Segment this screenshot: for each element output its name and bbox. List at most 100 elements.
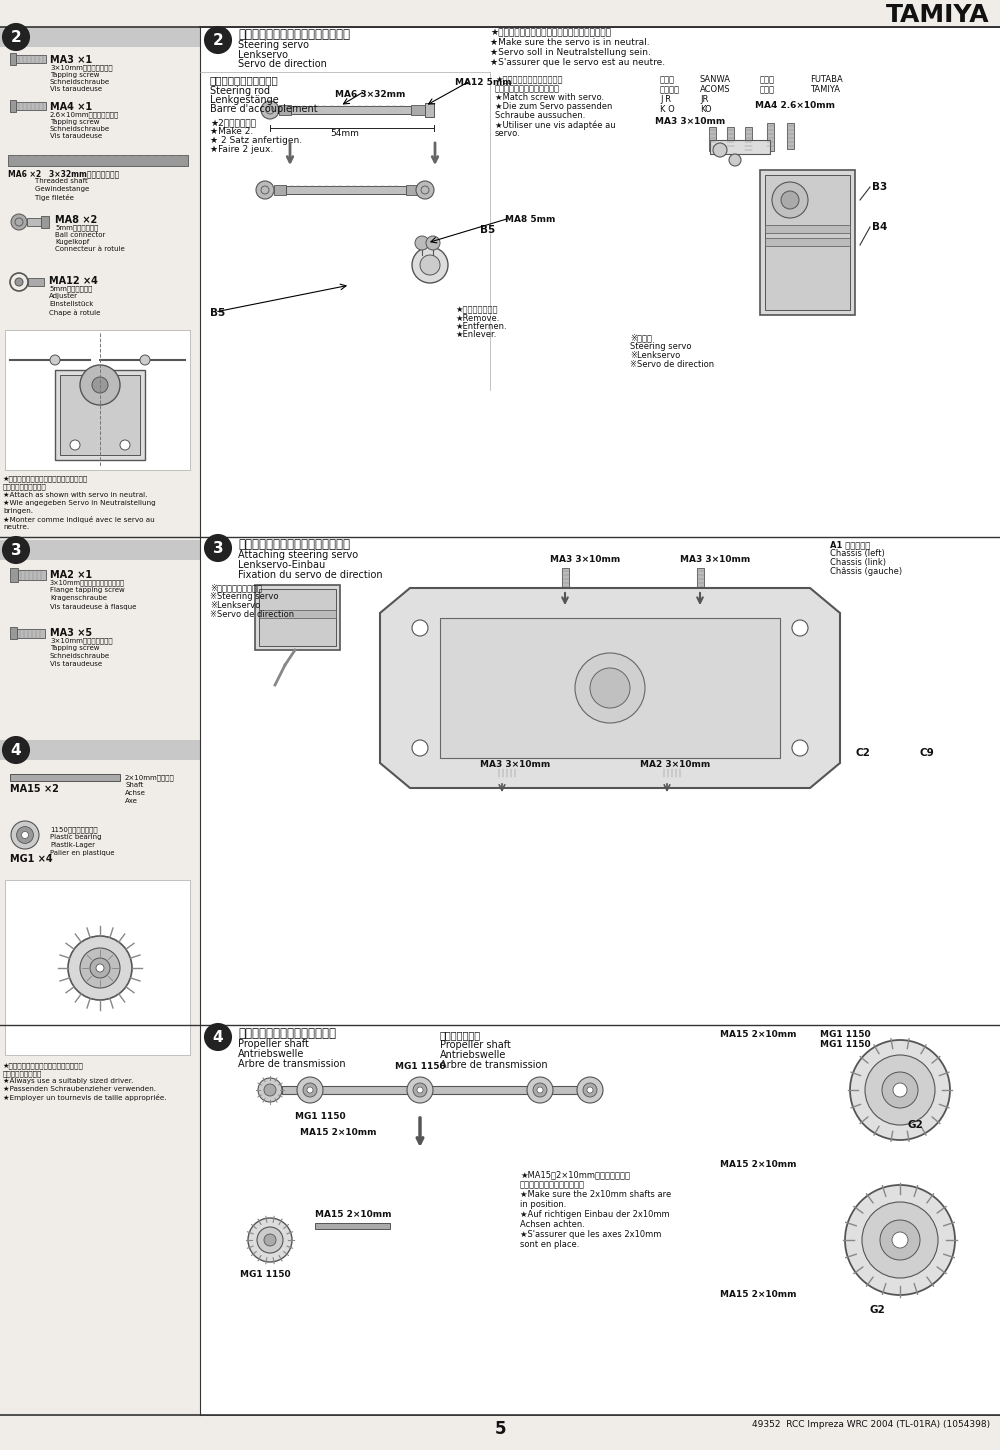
Bar [10, 100, 16, 112]
Circle shape [303, 1083, 317, 1098]
Circle shape [3, 737, 29, 763]
Circle shape [413, 1083, 427, 1098]
Text: ★S'assurer que les axes 2x10mm: ★S'assurer que les axes 2x10mm [520, 1230, 661, 1238]
Text: Adjuster: Adjuster [49, 293, 78, 299]
Text: B3: B3 [872, 183, 887, 191]
Bar [0, 0, 1000, 28]
Text: ★S'assurer que le servo est au neutre.: ★S'assurer que le servo est au neutre. [490, 58, 665, 67]
Text: Steering servo: Steering servo [238, 41, 309, 49]
Bar [406, 186, 420, 194]
Bar [60, 376, 140, 455]
Text: 3×10mmタッピングビス: 3×10mmタッピングビス [50, 64, 113, 71]
Text: FUTABA: FUTABA [810, 75, 843, 84]
Text: ★Always use a suitably sized driver.: ★Always use a suitably sized driver. [3, 1077, 133, 1085]
Text: MA3 3×10mm: MA3 3×10mm [550, 555, 620, 564]
Bar [279, 104, 291, 115]
Circle shape [882, 1072, 918, 1108]
Text: ★サーボのメーカーにあわせ: ★サーボのメーカーにあわせ [495, 75, 562, 84]
Circle shape [3, 536, 29, 563]
Text: Ball connector: Ball connector [55, 232, 105, 238]
Circle shape [205, 535, 231, 561]
Text: ※Servo de direction: ※Servo de direction [630, 360, 714, 368]
Bar [696, 568, 704, 590]
Circle shape [11, 821, 39, 850]
Text: neutre.: neutre. [3, 523, 29, 531]
Bar [490, 767, 496, 779]
Text: MG1 1150: MG1 1150 [395, 1061, 446, 1072]
Circle shape [140, 355, 150, 365]
Text: ※Lenkservo: ※Lenkservo [630, 351, 680, 360]
Text: 3: 3 [11, 542, 21, 557]
Text: Einstellstück: Einstellstück [49, 302, 93, 307]
Text: ★サーボがニュートラルの状態で組み立てます。: ★サーボがニュートラルの状態で組み立てます。 [490, 28, 611, 38]
Text: K O: K O [660, 104, 675, 115]
Text: Schneidschraube: Schneidschraube [50, 78, 110, 86]
Text: MA4 ×1: MA4 ×1 [50, 102, 92, 112]
Text: ※Servo de direction: ※Servo de direction [210, 610, 294, 619]
Text: Attaching steering servo: Attaching steering servo [238, 550, 358, 560]
Text: Vis taraudeuse à flasque: Vis taraudeuse à flasque [50, 603, 136, 609]
Circle shape [892, 1232, 908, 1248]
Text: sont en place.: sont en place. [520, 1240, 579, 1248]
Circle shape [205, 1024, 231, 1050]
Text: Arbre de transmission: Arbre de transmission [440, 1060, 548, 1070]
Text: ★Wie angegeben Servo in Neutraistellung: ★Wie angegeben Servo in Neutraistellung [3, 500, 156, 506]
Bar [760, 170, 855, 315]
Circle shape [583, 1083, 597, 1098]
Text: Plastik-Lager: Plastik-Lager [50, 842, 95, 848]
Circle shape [420, 255, 440, 276]
Circle shape [407, 1077, 433, 1103]
Circle shape [880, 1219, 920, 1260]
Bar [0, 539, 200, 560]
Text: Lenkservo: Lenkservo [238, 49, 288, 59]
Bar [200, 1025, 1000, 1415]
Text: MA8 5mm: MA8 5mm [505, 215, 555, 223]
Text: ★MA15（2×10mmシャフト）を落: ★MA15（2×10mmシャフト）を落 [520, 1170, 630, 1179]
Text: 《ステアリングサーボの取り付け》: 《ステアリングサーボの取り付け》 [238, 538, 350, 551]
Circle shape [264, 1234, 276, 1246]
Circle shape [415, 236, 429, 249]
Polygon shape [380, 589, 840, 787]
Text: Fixation du servo de direction: Fixation du servo de direction [238, 570, 383, 580]
Text: A1 シャーシ左: A1 シャーシ左 [830, 539, 870, 550]
Circle shape [248, 1218, 292, 1262]
Text: B5: B5 [480, 225, 495, 235]
Text: Steering rod: Steering rod [210, 86, 270, 96]
Circle shape [533, 1083, 547, 1098]
Text: Lenkservo-Einbau: Lenkservo-Einbau [238, 560, 325, 570]
Text: Propeller shaft: Propeller shaft [238, 1040, 309, 1048]
Text: Tapping screw: Tapping screw [50, 72, 100, 78]
Circle shape [537, 1088, 543, 1093]
Text: ★Make 2.: ★Make 2. [210, 128, 253, 136]
Text: MA15 2×10mm: MA15 2×10mm [720, 1290, 796, 1299]
Bar [10, 568, 18, 581]
Circle shape [256, 181, 274, 199]
Text: Chassis (left): Chassis (left) [830, 550, 885, 558]
Text: MG1 1150: MG1 1150 [240, 1270, 291, 1279]
Bar [16, 55, 46, 62]
Text: ★Employer un tournevis de taille appropriée.: ★Employer un tournevis de taille appropr… [3, 1093, 167, 1101]
Circle shape [412, 740, 428, 755]
Text: TAMIYA: TAMIYA [886, 3, 990, 28]
Text: MA2 3×10mm: MA2 3×10mm [640, 760, 710, 769]
Bar [0, 28, 200, 46]
Text: J R: J R [660, 96, 671, 104]
Bar [200, 536, 1000, 1027]
Text: JR: JR [700, 96, 708, 104]
Circle shape [862, 1202, 938, 1277]
Text: 2×10mmシャフト: 2×10mmシャフト [125, 774, 175, 780]
Text: 54mm: 54mm [331, 129, 359, 138]
Text: メインシャフト: メインシャフト [440, 1030, 481, 1040]
Text: ※Lenkservo: ※Lenkservo [210, 600, 260, 610]
Text: Achse: Achse [125, 790, 146, 796]
Circle shape [258, 1077, 282, 1102]
Text: Kragenschraube: Kragenschraube [50, 594, 107, 600]
Text: 《ステアリングサーボの組み立て》: 《ステアリングサーボの組み立て》 [238, 28, 350, 41]
Text: Shaft: Shaft [125, 782, 143, 787]
Text: ★Remove.: ★Remove. [455, 315, 499, 323]
Text: Gewindestange: Gewindestange [8, 186, 89, 191]
Bar [286, 186, 406, 194]
Text: Tige filetée: Tige filetée [8, 194, 74, 202]
Text: in position.: in position. [520, 1201, 566, 1209]
Circle shape [426, 236, 440, 249]
